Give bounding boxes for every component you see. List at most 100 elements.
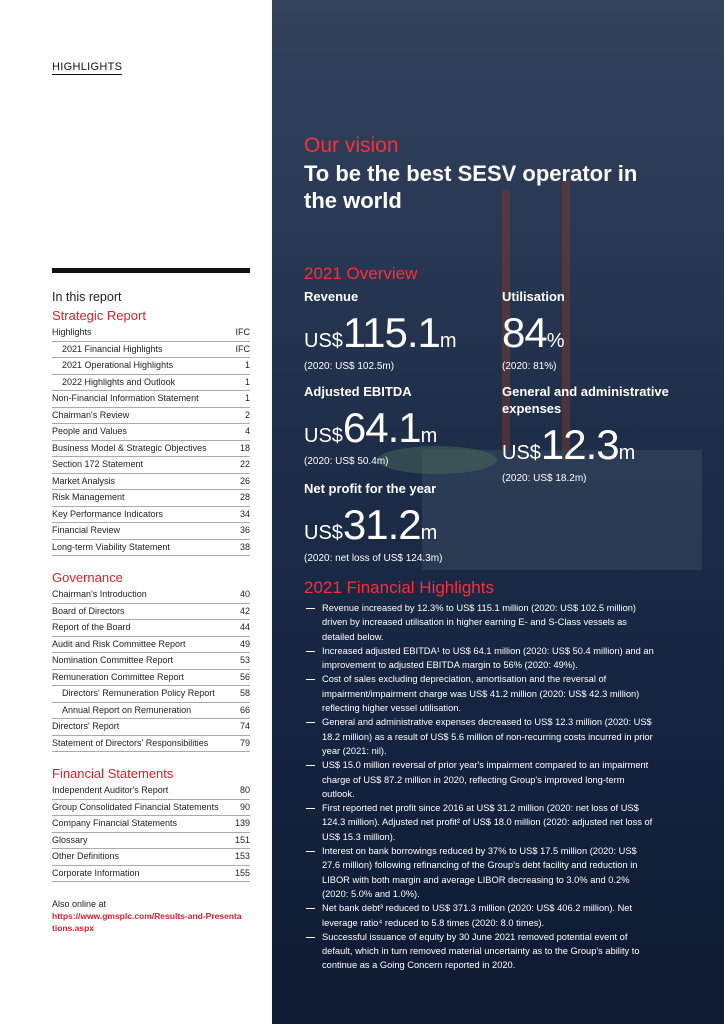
- entry-label: Corporate Information: [52, 867, 140, 878]
- section-title: Governance: [52, 570, 123, 585]
- toc-entry: Corporate Information 155: [52, 866, 250, 882]
- entry-label: Non-Financial Information Statement: [52, 393, 199, 403]
- entry-label: 2021 Operational Highlights: [62, 360, 174, 370]
- entry-label: Nomination Committee Report: [52, 655, 174, 665]
- bullet: US$ 15.0 million reversal of prior year'…: [304, 758, 656, 801]
- entry-page: 28: [239, 492, 250, 502]
- metric-comparison: (2020: US$ 18.2m): [502, 473, 587, 484]
- overview-title: 2021 Overview: [304, 264, 418, 283]
- metric-value: 64.1: [342, 404, 422, 451]
- entry-page: 22: [239, 459, 250, 469]
- entry-label: Chairman's Review: [52, 409, 130, 420]
- entry-page: 40: [239, 589, 250, 599]
- entry-page: 36: [239, 525, 250, 535]
- toc-entry: Statement of Directors' Responsibilities…: [52, 736, 250, 752]
- metric-comparison: (2020: US$ 102.5m): [304, 361, 395, 372]
- metric-unit: m: [420, 522, 438, 544]
- toc-sub-entry: Annual Report on Remuneration 66: [52, 703, 250, 719]
- entry-page: 44: [239, 622, 250, 632]
- entry-page: 58: [239, 688, 250, 698]
- entry-page: 26: [239, 475, 250, 486]
- entry-label: Highlights: [52, 327, 92, 337]
- entry-label: Key Performance Indicators: [52, 508, 164, 519]
- metric-label: Utilisation: [502, 289, 565, 304]
- entry-label: Company Financial Statements: [52, 818, 178, 828]
- toc-entry: Business Model & Strategic Objectives 18: [52, 441, 250, 457]
- header-title: HIGHLIGHTS: [52, 61, 123, 75]
- metric-value: 84: [502, 309, 548, 356]
- metric-comparison: (2020: US$ 50.4m): [304, 456, 389, 467]
- entry-label: Remuneration Committee Report: [52, 671, 185, 682]
- entry-label: Directors' Remuneration Policy Report: [62, 688, 215, 698]
- vision-heading: Our vision: [304, 134, 399, 157]
- entry-page: 2: [244, 409, 250, 420]
- bullet: Increased adjusted EBITDA¹ to US$ 64.1 m…: [304, 644, 656, 673]
- toc-entry: Directors' Report 74: [52, 719, 250, 736]
- toc-sub-entry: 2021 Operational Highlights 1: [52, 358, 250, 375]
- toc-entry: Group Consolidated Financial Statements 9…: [52, 800, 250, 816]
- entry-label: Risk Management: [52, 492, 125, 502]
- entry-page: IFC: [235, 327, 251, 337]
- entry-page: 56: [239, 671, 250, 682]
- entry-label: Long-term Viability Statement: [52, 541, 170, 552]
- entry-page: 1: [244, 360, 250, 370]
- online-block: Also online at https://www.gmsplc.com/Re…: [52, 898, 252, 934]
- toc-sub-entry: Directors' Remuneration Policy Report 58: [52, 686, 250, 703]
- right-panel: [272, 0, 724, 1024]
- toc-sub-entry: 2022 Highlights and Outlook 1: [52, 375, 250, 391]
- toc-entry: Market Analysis 26: [52, 474, 250, 490]
- section-title: Financial Statements: [52, 766, 174, 781]
- toc-entry: Remuneration Committee Report 56: [52, 670, 250, 686]
- metric-label: Net profit for the year: [304, 481, 437, 496]
- metric: Utilisation 84% (2020: 81%): [502, 288, 672, 372]
- entry-page: 53: [239, 655, 250, 665]
- entry-page: 18: [239, 442, 250, 453]
- vision-statement: To be the best SESV operator in the worl…: [304, 161, 638, 213]
- entry-label: Financial Review: [52, 525, 121, 535]
- toc-entry: Nomination Committee Report 53: [52, 653, 250, 670]
- bullet: Interest on bank borrowings reduced by 3…: [304, 844, 656, 901]
- toc-entry: Independent Auditor's Report 80: [52, 783, 250, 800]
- metric-unit: m: [420, 425, 438, 447]
- metric-value: 12.3: [540, 421, 620, 468]
- entry-label: Other Definitions: [52, 851, 120, 861]
- divider-bar: [52, 268, 250, 273]
- financial-highlights-title: 2021 Financial Highlights: [304, 578, 494, 597]
- toc-entry: Chairman's Introduction 40: [52, 587, 250, 604]
- metric-unit: %: [546, 330, 565, 352]
- bullet: First reported net profit since 2016 at …: [304, 801, 656, 844]
- toc-entry: Board of Directors 42: [52, 604, 250, 620]
- toc-entry: Section 172 Statement 22: [52, 457, 250, 474]
- metric-label: General and administrative expenses: [502, 384, 669, 416]
- online-url[interactable]: https://www.gmsplc.com/Results-and-Prese…: [52, 911, 242, 933]
- entry-page: 153: [234, 851, 250, 861]
- toc-entry: Non-Financial Information Statement 1: [52, 391, 250, 408]
- toc-entry: Glossary 151: [52, 833, 250, 849]
- toc-entry: Highlights IFC: [52, 325, 250, 342]
- metric-comparison: (2020: net loss of US$ 124.3m): [304, 553, 443, 564]
- metric-value: 31.2: [342, 501, 422, 548]
- metric: Net profit for the year US$31.2m (2020: …: [304, 480, 504, 564]
- toc-entry: Long-term Viability Statement 38: [52, 540, 250, 556]
- left-panel: HIGHLIGHTS In this report Strategic Repo…: [0, 0, 272, 1024]
- metric-prefix: US$: [304, 522, 343, 544]
- toc-entry: Risk Management 28: [52, 490, 250, 507]
- entry-page: 34: [239, 508, 250, 519]
- metric-prefix: US$: [304, 425, 343, 447]
- entry-label: Business Model & Strategic Objectives: [52, 442, 207, 453]
- toc-sub-entry: 2021 Financial Highlights IFC: [52, 342, 250, 358]
- metric-value: 115.1: [342, 309, 441, 356]
- entry-page: 1: [244, 393, 250, 403]
- toc-entry: People and Values 4: [52, 424, 250, 441]
- entry-label: Group Consolidated Financial Statements: [52, 801, 219, 812]
- toc-entry: Company Financial Statements 139: [52, 816, 250, 833]
- metric-prefix: US$: [304, 330, 343, 352]
- online-text: Also online at: [52, 899, 107, 909]
- entry-label: Section 172 Statement: [52, 459, 144, 469]
- entry-page: 42: [239, 605, 250, 616]
- entry-label: Annual Report on Remuneration: [62, 704, 192, 715]
- entry-page: 1: [244, 376, 250, 387]
- metric-unit: m: [618, 442, 636, 464]
- entry-page: 155: [234, 867, 250, 878]
